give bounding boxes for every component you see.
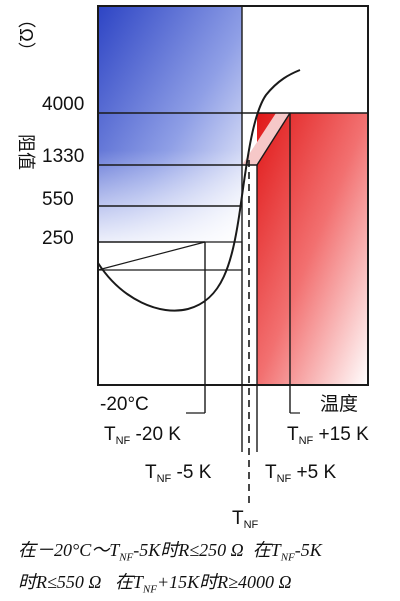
- red-zone-fill: [257, 113, 368, 385]
- label-tnf-minus20: TNF -20 K: [104, 424, 181, 447]
- caption-line-1: 在－20°C～TNF-5K时R≤250 Ω 在TNF-5K: [18, 540, 322, 564]
- x-axis-title: 温度: [320, 393, 358, 415]
- step-diagonal-line: [256, 112, 291, 166]
- step-bevel: [97, 241, 243, 271]
- label-tnf-minus5: TNF -5 K: [145, 462, 212, 485]
- label-tnf-plus15: TNF +15 K: [287, 424, 369, 447]
- red-zone-bevel: [242, 113, 290, 165]
- y-axis-title: 阻值: [16, 134, 36, 170]
- label-tnf-plus5: TNF +5 K: [265, 462, 337, 485]
- y-axis-unit: （Ω）: [16, 10, 36, 59]
- tnf-subscript: NF: [116, 435, 131, 447]
- y-tick-label-1330: 1330: [42, 146, 84, 167]
- y-tick-label-250: 250: [42, 228, 74, 249]
- y-tick-label-550: 550: [42, 189, 74, 210]
- ptc-resistance-curve: [97, 69, 301, 312]
- blue-zone-fade: [98, 150, 242, 242]
- x-tick-label-minus20c: -20°C: [100, 394, 149, 415]
- caption-line-2: 时R≤550 Ω 在TNF+15K时R≥4000 Ω: [18, 572, 292, 596]
- y-tick-label-4000: 4000: [42, 94, 84, 115]
- label-tnf: TNF: [232, 508, 259, 531]
- chart-frame: [97, 5, 369, 386]
